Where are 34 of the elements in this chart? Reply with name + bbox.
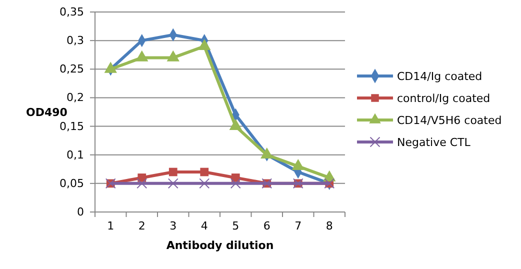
point (166, 50, 180, 62)
legend-label: Negative CTL (397, 136, 472, 149)
y-tick-label: 0,3 (66, 34, 84, 48)
y-axis-title: OD490 (26, 106, 68, 119)
point (104, 62, 117, 73)
point (136, 178, 148, 189)
legend-label: CD14/Ig coated (397, 70, 482, 83)
point (260, 148, 274, 159)
y-tick-label: 0,2 (66, 91, 84, 104)
x-tick-label: 4 (200, 219, 208, 232)
y-tick-label: 0,1 (66, 148, 84, 162)
legend-label: CD14/V5H6 coated (397, 114, 502, 127)
point (229, 118, 242, 130)
x-tick-label: 5 (232, 219, 240, 232)
x-axis-title: Antibody dilution (166, 239, 274, 252)
y-tick-label: 0,05 (60, 176, 84, 190)
point (200, 168, 209, 176)
legend-label: control/Ig coated (397, 92, 490, 105)
point (199, 178, 210, 189)
point (136, 50, 148, 62)
point (168, 178, 178, 189)
point (198, 38, 211, 50)
point (168, 168, 178, 176)
x-tick-label: 6 (263, 219, 270, 232)
y-tick-label: 0,15 (60, 120, 84, 133)
x-tick-label: 3 (170, 219, 177, 232)
point (230, 178, 241, 189)
x-tick-label: 7 (294, 219, 302, 232)
y-tick-label: 0,25 (60, 62, 84, 76)
y-tick-label: 0 (77, 206, 84, 219)
y-tick-label: 0,35 (60, 6, 84, 19)
x-tick-label: 1 (107, 219, 114, 232)
x-tick-label: 8 (326, 219, 333, 232)
x-tick-label: 2 (138, 219, 146, 232)
